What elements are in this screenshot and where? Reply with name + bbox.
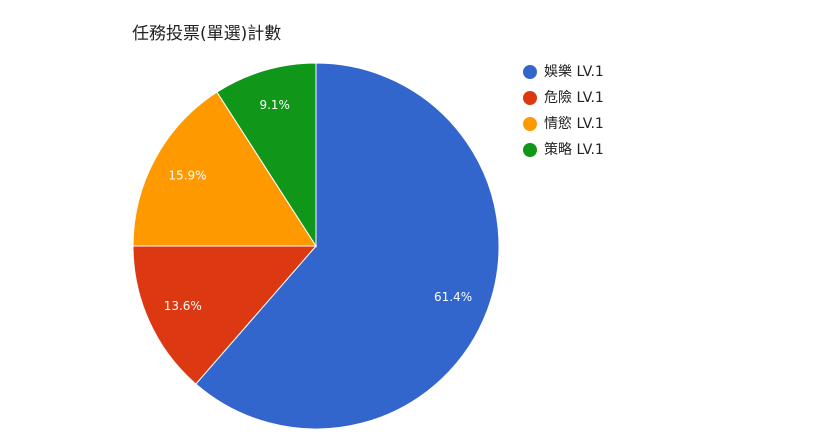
pie-slice (132, 245, 318, 385)
data-label: 61.4% (434, 290, 472, 304)
legend-label: 情慾 LV.1 (544, 116, 604, 132)
pie-slice (216, 62, 317, 248)
chart-title: 任務投票(單選)計數 (132, 24, 281, 44)
pie-slice (195, 62, 500, 430)
legend-label: 危險 LV.1 (544, 90, 604, 106)
pie-slice (132, 91, 317, 247)
data-label: 15.9% (168, 168, 206, 182)
legend-label: 策略 LV.1 (544, 141, 604, 158)
data-label: 9.1% (259, 98, 290, 112)
legend-swatch (523, 143, 537, 157)
legend-swatch (523, 65, 537, 79)
legend-swatch (523, 91, 537, 105)
legend-label: 娛樂 LV.1 (544, 63, 604, 80)
data-label: 13.6% (164, 299, 202, 313)
legend-swatch (523, 117, 537, 131)
